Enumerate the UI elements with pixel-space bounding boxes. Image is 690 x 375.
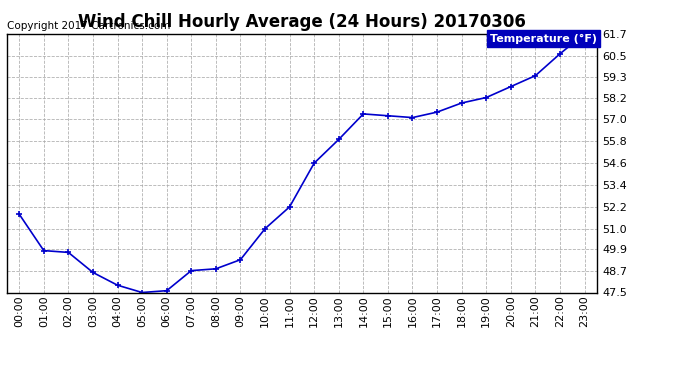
- Text: Temperature (°F): Temperature (°F): [490, 34, 597, 44]
- Text: Copyright 2017 Cartronics.com: Copyright 2017 Cartronics.com: [7, 21, 170, 31]
- Title: Wind Chill Hourly Average (24 Hours) 20170306: Wind Chill Hourly Average (24 Hours) 201…: [78, 13, 526, 31]
